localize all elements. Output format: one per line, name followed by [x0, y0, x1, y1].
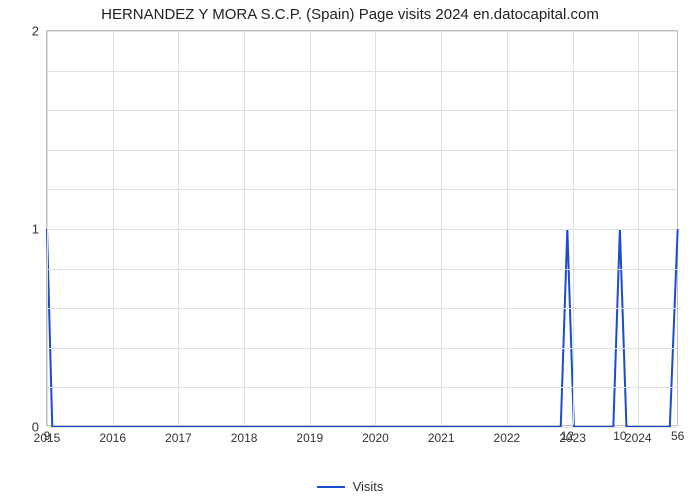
gridline-horizontal-minor: [47, 348, 677, 349]
gridline-vertical: [178, 31, 179, 425]
gridline-vertical: [310, 31, 311, 425]
gridline-vertical: [375, 31, 376, 425]
x-tick-label: 2021: [428, 427, 455, 445]
gridline-horizontal-minor: [47, 189, 677, 190]
gridline-horizontal-minor: [47, 387, 677, 388]
gridline-vertical: [573, 31, 574, 425]
legend: Visits: [0, 479, 700, 494]
value-label: 56: [671, 429, 684, 443]
x-tick-label: 2022: [494, 427, 521, 445]
gridline-vertical: [47, 31, 48, 425]
y-tick-label: 1: [32, 222, 47, 237]
gridline-horizontal-minor: [47, 110, 677, 111]
x-tick-label: 2020: [362, 427, 389, 445]
gridline-horizontal-minor: [47, 269, 677, 270]
gridline-horizontal: [47, 229, 677, 230]
gridline-vertical: [507, 31, 508, 425]
gridline-horizontal-minor: [47, 150, 677, 151]
chart-container: HERNANDEZ Y MORA S.C.P. (Spain) Page vis…: [0, 0, 700, 500]
legend-label: Visits: [353, 479, 384, 494]
value-label: 9: [44, 429, 51, 443]
x-tick-label: 2018: [231, 427, 258, 445]
gridline-vertical: [441, 31, 442, 425]
gridline-vertical: [638, 31, 639, 425]
plot-area: 2015201620172018201920202021202220232024…: [46, 30, 678, 426]
gridline-horizontal-minor: [47, 308, 677, 309]
x-tick-label: 2019: [296, 427, 323, 445]
gridline-vertical: [244, 31, 245, 425]
gridline-horizontal: [47, 427, 677, 428]
chart-title: HERNANDEZ Y MORA S.C.P. (Spain) Page vis…: [0, 6, 700, 23]
x-tick-label: 2016: [99, 427, 126, 445]
x-tick-label: 2017: [165, 427, 192, 445]
legend-swatch: [317, 486, 345, 488]
x-tick-label: 2024: [625, 427, 652, 445]
value-label: 10: [613, 429, 626, 443]
y-tick-label: 2: [32, 24, 47, 39]
gridline-horizontal: [47, 31, 677, 32]
gridline-vertical: [113, 31, 114, 425]
gridline-horizontal-minor: [47, 71, 677, 72]
value-label: 12: [561, 429, 574, 443]
